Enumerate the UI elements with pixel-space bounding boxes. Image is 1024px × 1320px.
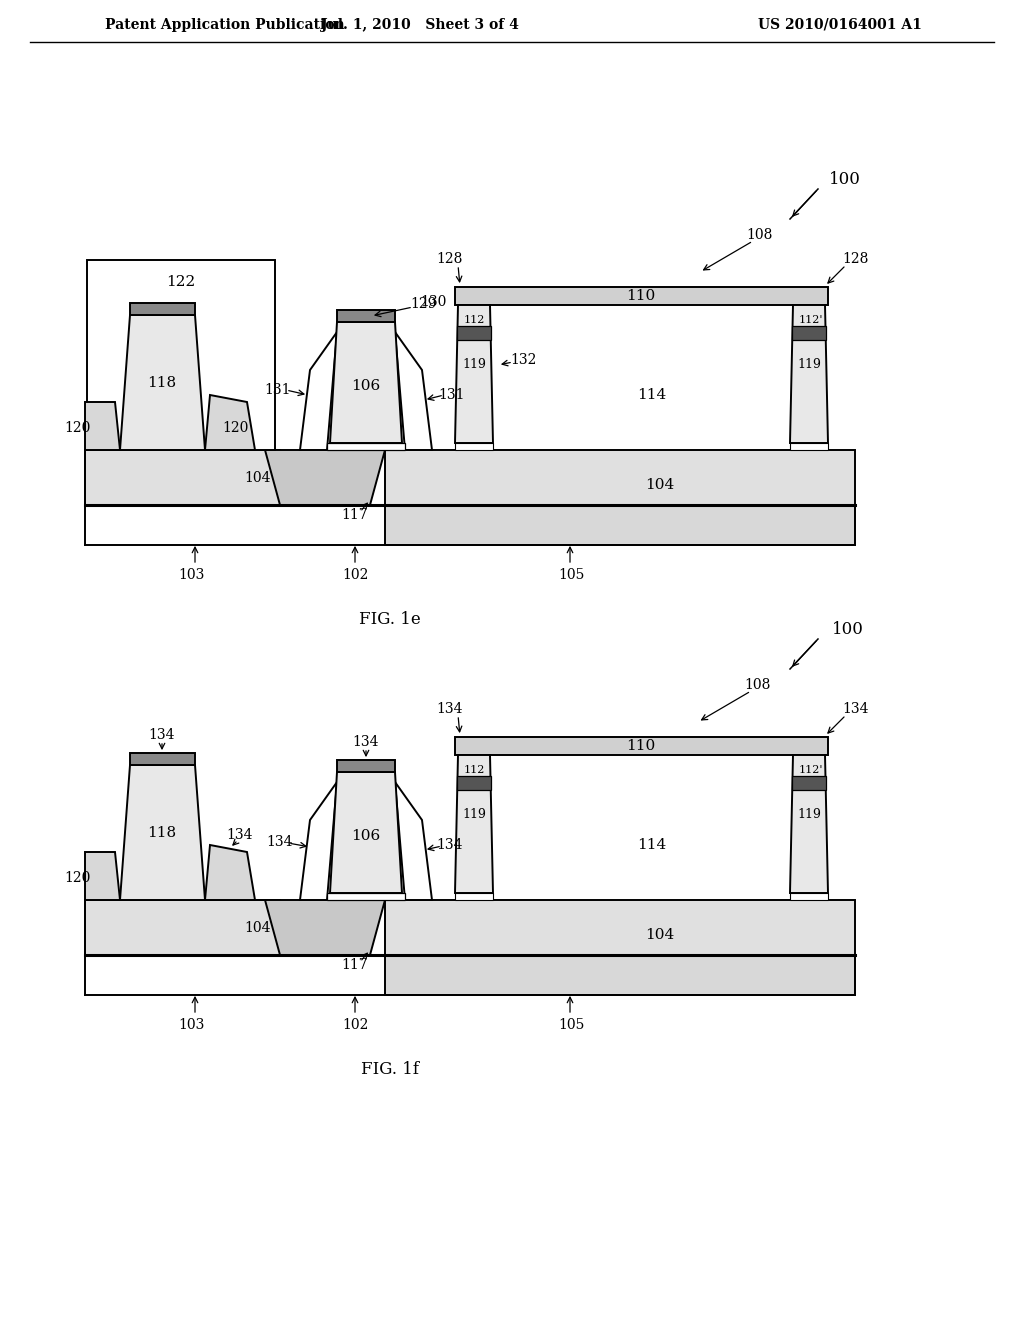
Text: 128: 128 xyxy=(437,252,463,267)
Text: 112: 112 xyxy=(463,315,484,325)
Text: 119: 119 xyxy=(462,808,486,821)
Polygon shape xyxy=(790,755,828,894)
Text: FIG. 1e: FIG. 1e xyxy=(359,611,421,628)
Text: 134: 134 xyxy=(352,735,379,748)
Bar xyxy=(457,776,490,789)
Text: 103: 103 xyxy=(179,1018,205,1032)
Text: 131: 131 xyxy=(265,383,291,397)
Text: 120: 120 xyxy=(65,871,91,884)
Polygon shape xyxy=(790,305,828,444)
Text: 105: 105 xyxy=(559,1018,585,1032)
Text: 102: 102 xyxy=(342,1018,369,1032)
Text: 119: 119 xyxy=(797,359,821,371)
Polygon shape xyxy=(455,305,493,444)
Text: 130: 130 xyxy=(420,294,446,309)
Text: 117: 117 xyxy=(342,508,369,521)
Text: 100: 100 xyxy=(829,170,861,187)
Text: 100: 100 xyxy=(833,620,864,638)
Polygon shape xyxy=(330,322,402,444)
Polygon shape xyxy=(85,851,120,900)
Text: 112': 112' xyxy=(799,766,823,775)
Bar xyxy=(385,954,855,995)
Polygon shape xyxy=(455,755,493,894)
Text: 134: 134 xyxy=(437,838,463,851)
Text: 129: 129 xyxy=(410,297,436,312)
Bar xyxy=(87,260,275,450)
Bar xyxy=(385,450,855,506)
Text: 122: 122 xyxy=(166,275,196,289)
Bar xyxy=(790,894,828,900)
Bar xyxy=(792,776,826,789)
Text: 104: 104 xyxy=(645,928,675,942)
Text: 132: 132 xyxy=(510,352,537,367)
Text: 134: 134 xyxy=(843,702,869,715)
Polygon shape xyxy=(205,395,255,450)
Text: 106: 106 xyxy=(351,379,381,393)
Text: 105: 105 xyxy=(559,568,585,582)
Polygon shape xyxy=(300,333,337,450)
Text: 112': 112' xyxy=(799,315,823,325)
Bar xyxy=(455,894,493,900)
Text: Patent Application Publication: Patent Application Publication xyxy=(105,18,345,32)
Text: 131: 131 xyxy=(438,388,465,403)
Bar xyxy=(85,900,280,954)
Text: 102: 102 xyxy=(342,568,369,582)
Text: 128: 128 xyxy=(843,252,869,267)
Bar xyxy=(790,444,828,450)
Text: FIG. 1f: FIG. 1f xyxy=(361,1061,419,1078)
Text: Jul. 1, 2010   Sheet 3 of 4: Jul. 1, 2010 Sheet 3 of 4 xyxy=(322,18,519,32)
Text: 108: 108 xyxy=(746,228,773,242)
Polygon shape xyxy=(265,900,385,954)
Text: 120: 120 xyxy=(65,421,91,436)
Polygon shape xyxy=(395,333,432,450)
Bar xyxy=(337,760,395,772)
Polygon shape xyxy=(85,403,120,450)
Text: 134: 134 xyxy=(226,828,253,842)
Polygon shape xyxy=(265,450,385,506)
Text: 134: 134 xyxy=(266,836,293,849)
Text: 106: 106 xyxy=(351,829,381,843)
Text: 117: 117 xyxy=(342,958,369,972)
Text: 134: 134 xyxy=(148,729,175,742)
Polygon shape xyxy=(395,781,432,900)
Text: 104: 104 xyxy=(245,921,271,935)
Bar xyxy=(85,450,280,506)
Text: 104: 104 xyxy=(645,478,675,492)
Bar xyxy=(327,444,406,450)
Text: 120: 120 xyxy=(222,421,248,436)
Bar xyxy=(455,444,493,450)
Bar xyxy=(385,900,855,954)
Bar xyxy=(130,752,195,766)
Polygon shape xyxy=(120,315,205,450)
Text: 119: 119 xyxy=(462,359,486,371)
Polygon shape xyxy=(300,781,337,900)
Text: 103: 103 xyxy=(179,568,205,582)
Bar xyxy=(337,310,395,322)
Bar xyxy=(457,326,490,341)
Polygon shape xyxy=(330,772,402,894)
Text: 119: 119 xyxy=(797,808,821,821)
Text: 108: 108 xyxy=(744,678,771,692)
Bar xyxy=(327,894,406,900)
Bar xyxy=(385,506,855,545)
Text: US 2010/0164001 A1: US 2010/0164001 A1 xyxy=(758,18,922,32)
Bar xyxy=(455,737,828,755)
Text: 118: 118 xyxy=(147,376,176,389)
Text: 118: 118 xyxy=(147,826,176,840)
Text: 114: 114 xyxy=(637,388,667,403)
Text: 134: 134 xyxy=(437,702,463,715)
Text: 110: 110 xyxy=(627,289,655,304)
Text: 104: 104 xyxy=(245,471,271,484)
Text: 110: 110 xyxy=(627,739,655,752)
Polygon shape xyxy=(205,845,255,900)
Bar xyxy=(455,286,828,305)
Text: 112: 112 xyxy=(463,766,484,775)
Text: 114: 114 xyxy=(637,838,667,851)
Bar xyxy=(792,326,826,341)
Polygon shape xyxy=(120,766,205,900)
Bar xyxy=(130,304,195,315)
